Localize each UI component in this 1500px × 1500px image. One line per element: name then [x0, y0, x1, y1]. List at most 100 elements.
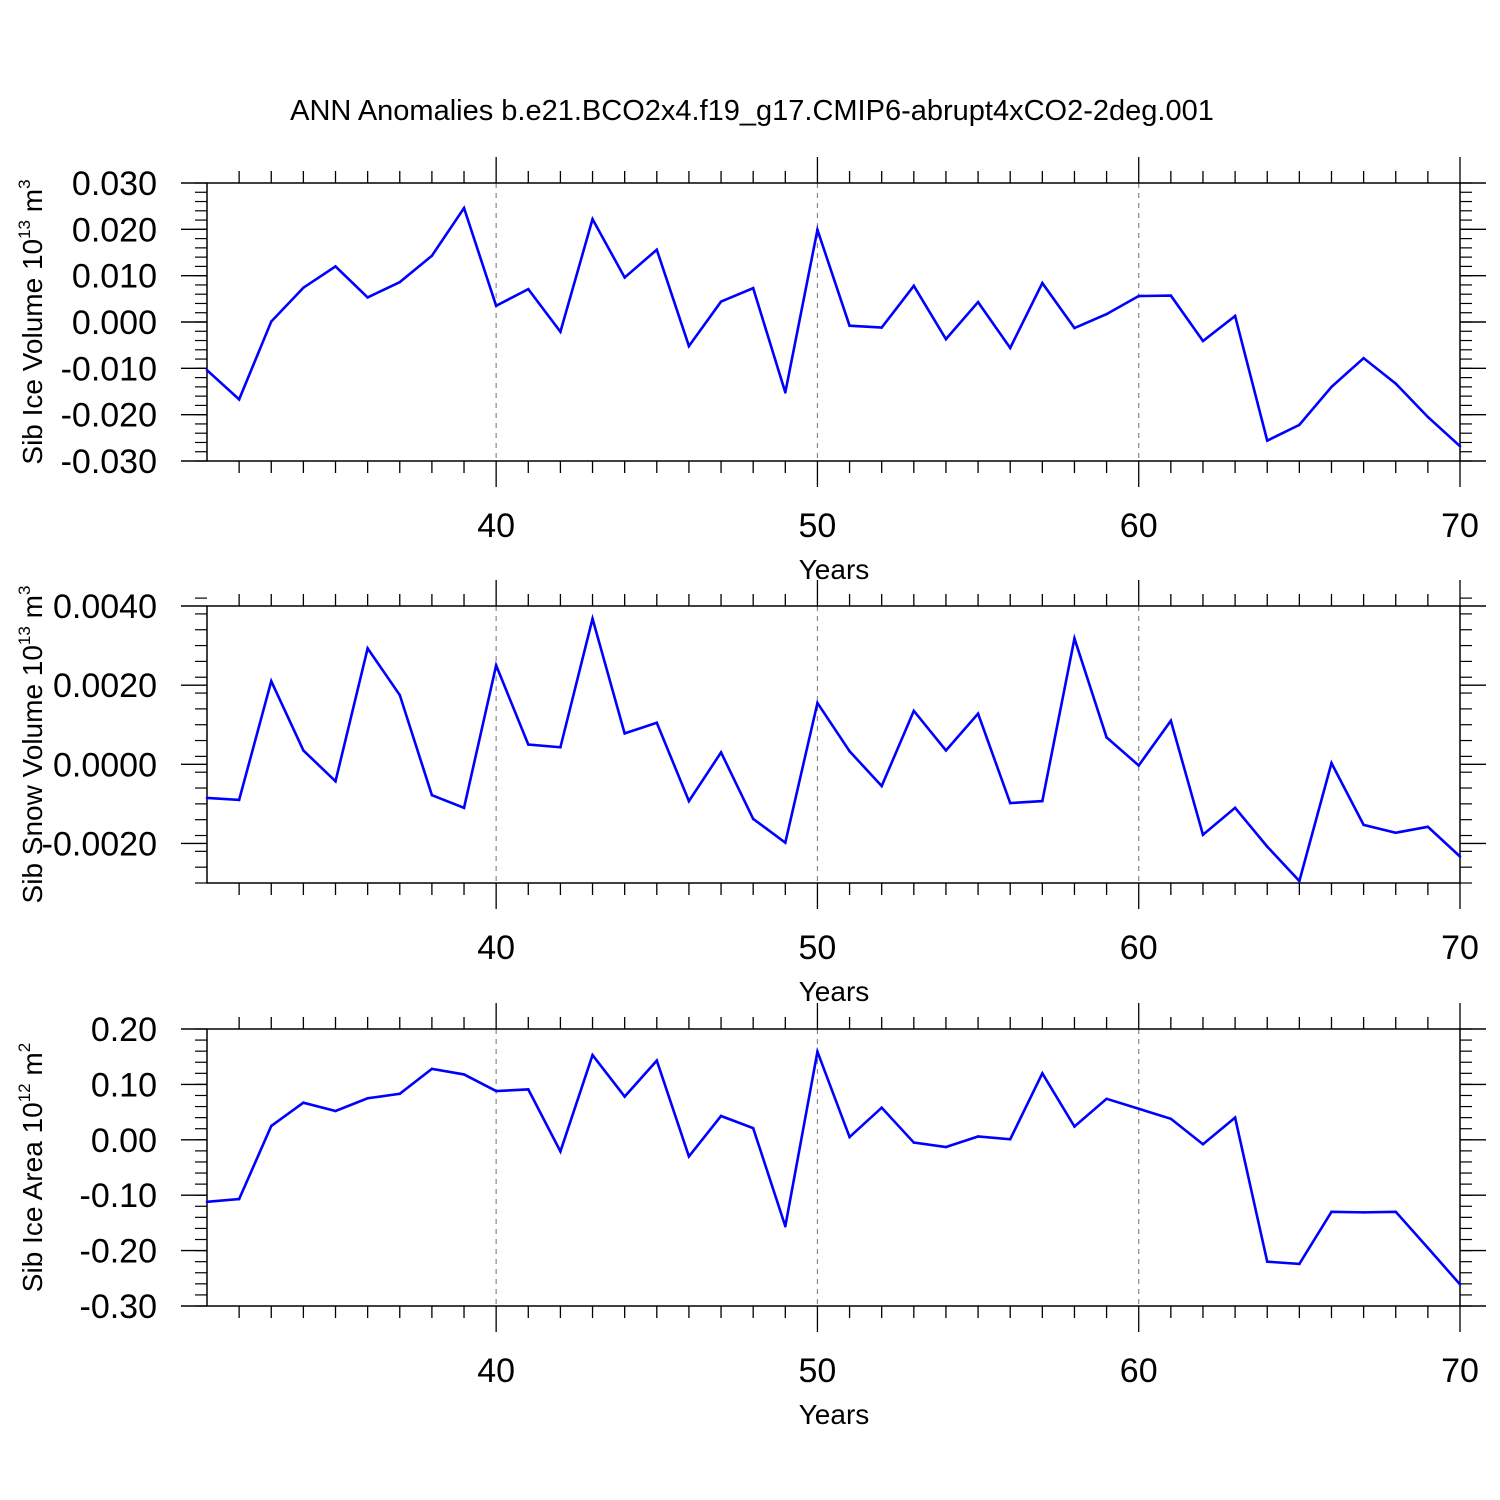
- y-tick-label: 0.020: [72, 211, 157, 249]
- x-tick-label: 50: [799, 1352, 837, 1390]
- data-point: [1201, 833, 1205, 837]
- y-tick-label: -0.030: [61, 443, 157, 481]
- y-tick-label: 0.0000: [53, 746, 157, 784]
- data-point: [1394, 382, 1398, 385]
- chart-panel-1: 40 50 60 70 Years -0.030 -0.020 -0.010 0.000 0.01…: [15, 157, 1486, 585]
- x-tick-label: 70: [1441, 1352, 1479, 1390]
- data-point: [366, 296, 369, 299]
- data-point: [816, 1050, 819, 1054]
- data-point: [494, 664, 498, 667]
- data-point: [719, 1114, 723, 1118]
- plot-frame: [206, 1028, 1461, 1307]
- data-point: [591, 217, 594, 221]
- y-tick-label: 0.000: [72, 304, 157, 342]
- data-point: [1105, 312, 1108, 316]
- data-point: [1008, 801, 1012, 805]
- data-point: [623, 1095, 626, 1098]
- series-line: [206, 613, 1461, 884]
- data-point: [1041, 1072, 1044, 1075]
- data-point: [430, 793, 434, 797]
- data-point: [462, 206, 466, 210]
- data-point: [1298, 1262, 1301, 1266]
- data-point: [591, 617, 594, 620]
- data-point: [1330, 761, 1333, 765]
- data-point: [302, 1101, 305, 1104]
- data-point: [1201, 339, 1205, 343]
- data-point: [1426, 415, 1430, 419]
- data-point: [976, 712, 980, 715]
- data-point: [559, 1150, 562, 1153]
- data-point: [1169, 1117, 1173, 1121]
- y-axis-label-post: m: [17, 189, 48, 220]
- y-tick-label: -0.010: [61, 350, 157, 388]
- data-point: [430, 254, 434, 258]
- y-axis-label-post: m: [17, 1052, 48, 1083]
- data-point: [1041, 799, 1044, 803]
- data-point: [1041, 281, 1044, 285]
- data-point: [269, 320, 273, 323]
- data-point: [719, 751, 723, 754]
- data-point: [494, 304, 498, 308]
- data-point: [1201, 1142, 1205, 1146]
- data-point: [944, 337, 948, 341]
- series-line: [206, 205, 1461, 448]
- data-point: [1265, 439, 1269, 442]
- data-point: [1362, 356, 1365, 360]
- x-axis-label: Years: [799, 554, 870, 585]
- data-point: [784, 1224, 787, 1228]
- data-point: [1458, 1283, 1462, 1286]
- y-axis-label-exp: 12: [15, 1083, 34, 1102]
- data-point: [302, 286, 305, 290]
- y-tick-label: 0.0040: [53, 588, 157, 626]
- data-point: [816, 701, 819, 705]
- x-tick-label: 50: [799, 929, 837, 967]
- data-point: [1105, 736, 1108, 739]
- data-point: [1394, 831, 1398, 835]
- data-point: [366, 647, 369, 650]
- x-tick-label: 50: [799, 507, 837, 545]
- y-axis-label: Sib Ice Volume 1013 m3: [15, 179, 48, 464]
- data-point: [912, 284, 916, 288]
- data-point: [751, 1126, 755, 1130]
- data-point: [751, 817, 755, 821]
- data-point: [784, 391, 787, 394]
- data-point: [848, 1135, 851, 1139]
- data-point: [494, 1089, 498, 1093]
- data-point: [237, 798, 241, 802]
- y-axis-label-exp: 13: [15, 220, 34, 239]
- data-point: [334, 265, 337, 268]
- data-point: [462, 806, 466, 810]
- figure-title: ANN Anomalies b.e21.BCO2x4.f19_g17.CMIP6…: [290, 95, 1214, 127]
- y-axis-label-unit-exp: 2: [15, 1043, 34, 1052]
- y-axis-label-pre: Sib Ice Volume 10: [17, 239, 48, 465]
- y-tick-label: 0.030: [72, 165, 157, 203]
- data-point: [398, 1092, 402, 1096]
- data-point: [1265, 845, 1269, 848]
- data-point: [687, 799, 691, 803]
- data-point: [1233, 1116, 1237, 1119]
- data-point: [1362, 1211, 1365, 1214]
- series-line: [206, 1046, 1461, 1286]
- y-axis-label-post: m: [17, 595, 48, 626]
- data-point: [1105, 1097, 1108, 1101]
- x-tick-label: 60: [1120, 1352, 1158, 1390]
- data-point: [687, 344, 691, 348]
- data-point: [751, 286, 755, 290]
- data-point: [205, 368, 209, 372]
- y-axis-label-pre: Sib Snow Volume 10: [17, 645, 48, 903]
- data-point: [1169, 719, 1173, 723]
- data-point: [237, 398, 241, 401]
- data-point: [366, 1096, 369, 1100]
- data-point: [205, 1200, 209, 1204]
- x-tick-label: 40: [477, 929, 515, 967]
- data-point: [1073, 1125, 1076, 1128]
- data-point: [976, 300, 980, 304]
- data-point: [655, 721, 659, 725]
- x-tick-label: 70: [1441, 507, 1479, 545]
- y-axis-label: Sib Ice Area 1012 m2: [15, 1043, 48, 1292]
- data-point: [1458, 855, 1462, 858]
- data-point: [1426, 825, 1430, 829]
- data-point: [1233, 806, 1237, 810]
- data-point: [559, 745, 562, 749]
